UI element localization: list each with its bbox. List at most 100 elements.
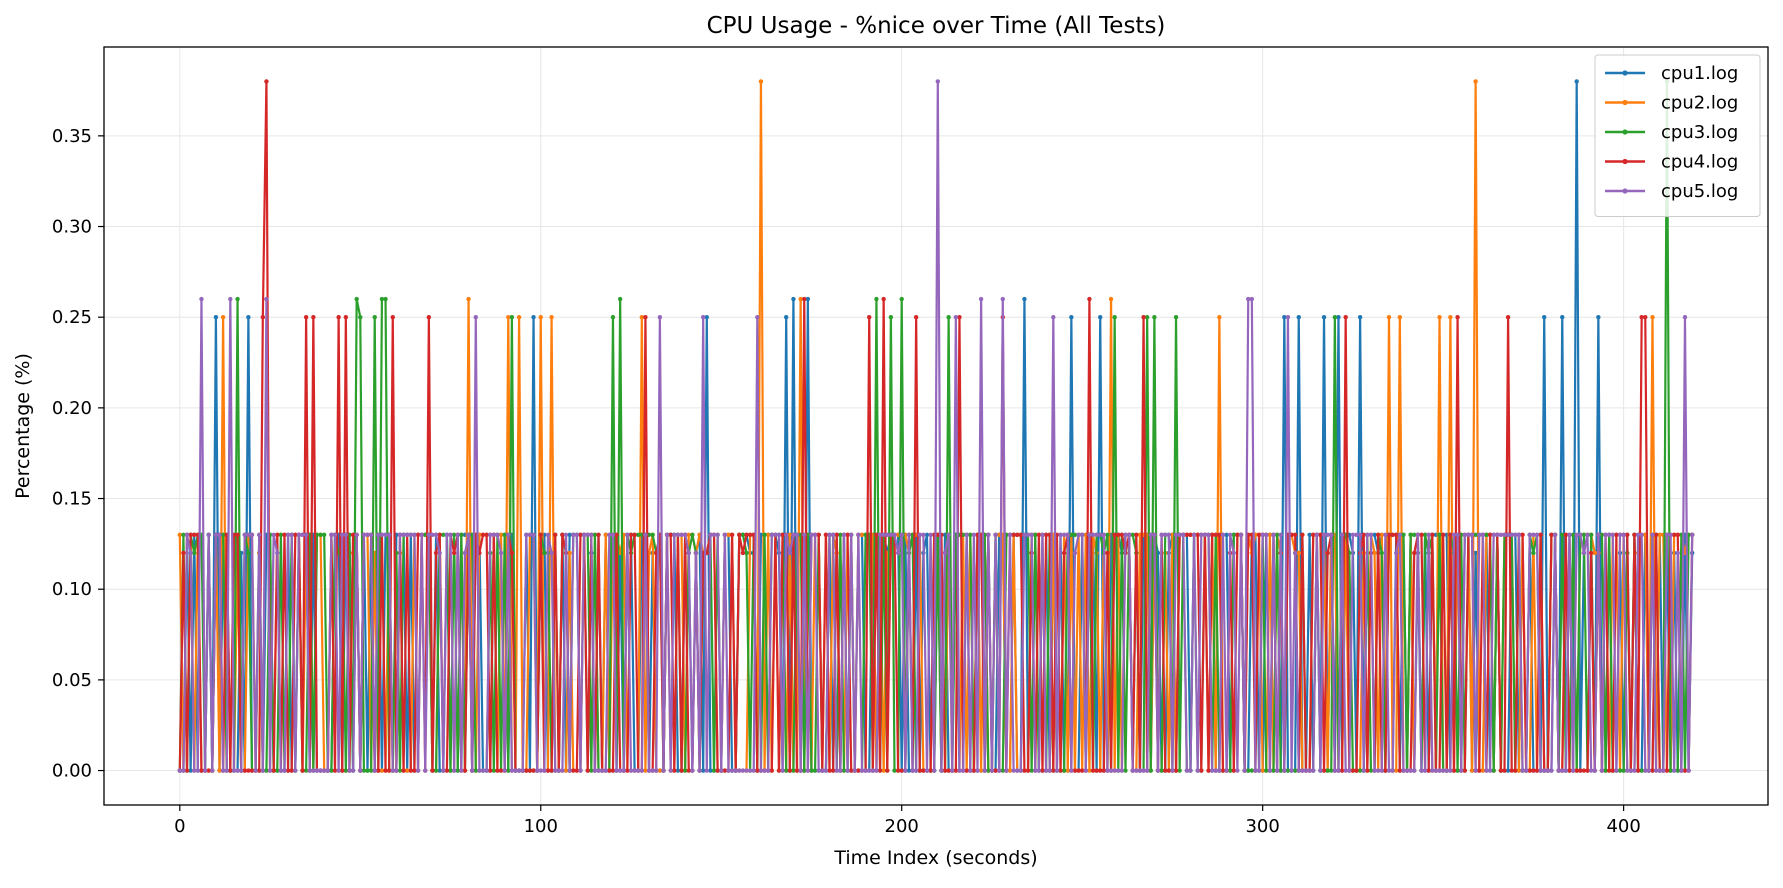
data-point [614,768,619,773]
data-point [1491,768,1496,773]
data-point [1430,768,1435,773]
data-point [552,768,558,773]
data-point [1098,768,1103,773]
data-point [1321,315,1327,320]
data-point [1292,550,1298,556]
data-point [441,768,446,773]
data-point [466,296,471,302]
data-point [1007,532,1013,537]
data-point [1336,768,1341,773]
data-point [657,768,663,773]
data-point [390,315,395,320]
data-point [275,532,280,537]
data-point [1325,550,1330,556]
data-point [874,296,879,302]
data-point [744,768,749,773]
data-point [408,768,414,773]
data-point [1152,315,1157,320]
data-point [794,532,800,537]
data-point [394,768,399,773]
data-point [827,768,832,773]
axes [103,46,1769,806]
data-point [1357,532,1363,537]
data-point [1552,532,1558,537]
data-point [1610,768,1615,773]
data-point [1209,532,1215,537]
data-point [1650,315,1655,320]
data-point [206,532,211,537]
data-point [874,768,879,773]
data-point [628,532,634,537]
data-point [1101,768,1107,773]
data-point [679,768,684,773]
data-point [881,296,886,302]
data-point [1112,768,1117,773]
data-point [1560,315,1565,320]
data-point [567,532,572,537]
data-point [1022,532,1027,537]
data-point [433,550,439,556]
data-point [303,768,309,773]
data-point [264,768,269,773]
data-point [625,532,630,537]
data-point [1386,532,1392,537]
data-point [249,532,255,537]
data-point [1311,532,1316,537]
data-point [899,296,904,302]
data-point [509,550,515,556]
data-point [1477,532,1482,537]
data-point [437,768,442,773]
data-point [791,768,796,773]
data-point [347,768,352,773]
data-point [1668,532,1673,537]
data-point [668,768,673,773]
data-point [1419,532,1424,537]
legend-marker [1622,70,1628,76]
data-point [462,550,468,556]
data-point [1473,79,1478,84]
data-point [935,532,940,537]
data-point [1603,768,1608,773]
data-point [1657,768,1662,773]
data-point [1357,315,1363,320]
data-point [1469,532,1475,537]
data-point [607,532,612,537]
data-point [260,315,266,320]
data-point [1015,532,1020,537]
data-point [877,532,883,537]
data-point [1419,768,1424,773]
data-point [881,768,886,773]
data-point [1570,532,1576,537]
data-point [372,768,377,773]
data-point [448,768,453,773]
data-point [480,532,486,537]
data-point [527,532,533,537]
data-point [199,768,204,773]
data-point [1502,532,1507,537]
data-point [289,532,294,537]
data-point [1567,532,1572,537]
data-point [1412,768,1417,773]
data-point [841,768,847,773]
data-point [1155,768,1161,773]
data-point [188,550,193,556]
data-point [722,768,728,773]
data-point [1108,296,1114,302]
data-point [769,532,774,537]
data-point [1253,768,1258,773]
data-point [210,768,215,773]
data-point [1567,768,1572,773]
data-point [1350,532,1356,537]
data-point [1267,768,1273,773]
data-point [1408,768,1413,773]
data-point [895,768,901,773]
data-point [971,532,977,537]
data-point [610,532,616,537]
data-point [711,768,717,773]
data-point [192,768,197,773]
data-point [257,768,262,773]
data-point [982,768,987,773]
data-point [1144,315,1150,320]
data-point [1527,768,1532,773]
